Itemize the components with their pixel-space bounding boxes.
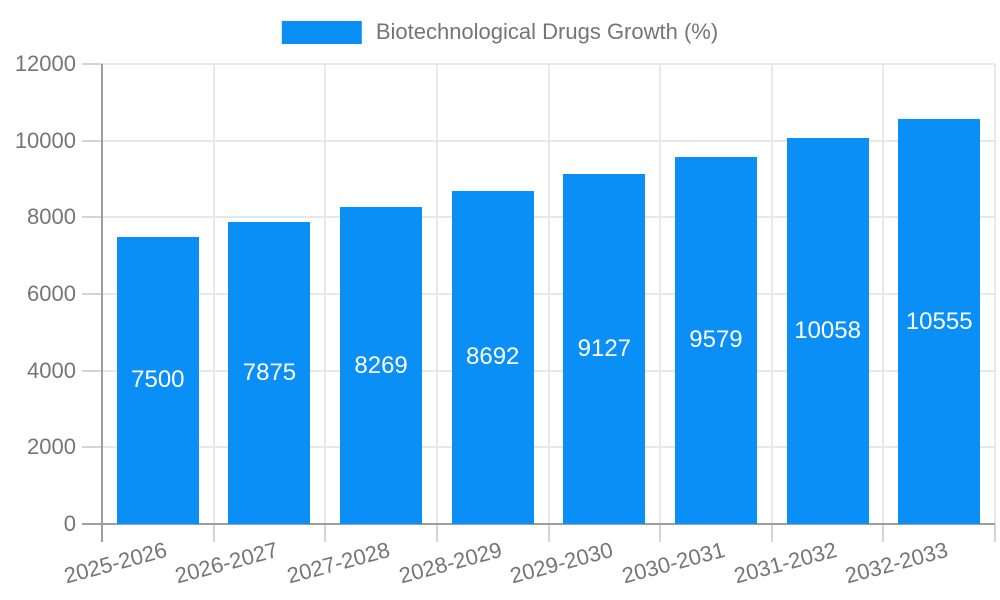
bar[interactable]: 9127 [563,174,646,524]
x-tick [770,524,773,542]
bar[interactable]: 7500 [116,236,199,524]
x-tick [212,524,215,542]
y-axis-label: 12000 [14,51,76,76]
y-tick [82,63,102,65]
y-axis-label: 0 [63,511,76,536]
bar-value-label: 7500 [131,366,185,394]
bar[interactable]: 7875 [228,222,311,524]
x-gridline [882,64,885,524]
y-axis-line [101,64,103,542]
x-gridline [212,64,215,524]
legend[interactable]: Biotechnological Drugs Growth (%) [281,19,719,45]
y-axis-label: 10000 [14,127,76,153]
y-tick [82,446,102,449]
x-tick [659,524,662,542]
bar-value-label: 10555 [905,307,973,335]
x-tick [547,524,550,542]
bar[interactable]: 8692 [451,190,534,524]
y-axis-label: 6000 [27,281,76,306]
y-tick [82,216,102,219]
y-tick [82,139,102,142]
y-tick [82,369,102,372]
bar-value-label: 8692 [465,343,520,371]
bar-value-label: 9127 [577,335,632,363]
y-axis-label: 2000 [27,434,76,460]
x-axis-line [82,523,995,525]
x-gridline [324,64,327,524]
x-tick [882,524,885,542]
bar[interactable]: 10555 [898,119,981,524]
x-gridline [770,64,773,524]
bar[interactable]: 8269 [340,207,423,524]
y-tick [82,293,102,295]
x-tick [435,524,438,542]
bar-value-label: 7875 [242,359,297,387]
bar[interactable]: 10058 [786,138,869,524]
y-axis-label: 8000 [27,204,76,230]
x-gridline [994,64,996,524]
legend-label: Biotechnological Drugs Growth (%) [375,19,719,44]
x-tick [994,524,996,542]
bar-value-label: 10058 [794,317,861,345]
x-gridline [659,64,662,524]
x-gridline [435,64,438,524]
x-gridline [547,64,550,524]
x-tick [324,524,327,542]
bar[interactable]: 9579 [674,156,757,524]
bar-value-label: 8269 [354,351,408,379]
legend-swatch [281,20,362,44]
y-axis-label: 4000 [27,357,76,383]
bar-value-label: 9579 [689,326,743,354]
